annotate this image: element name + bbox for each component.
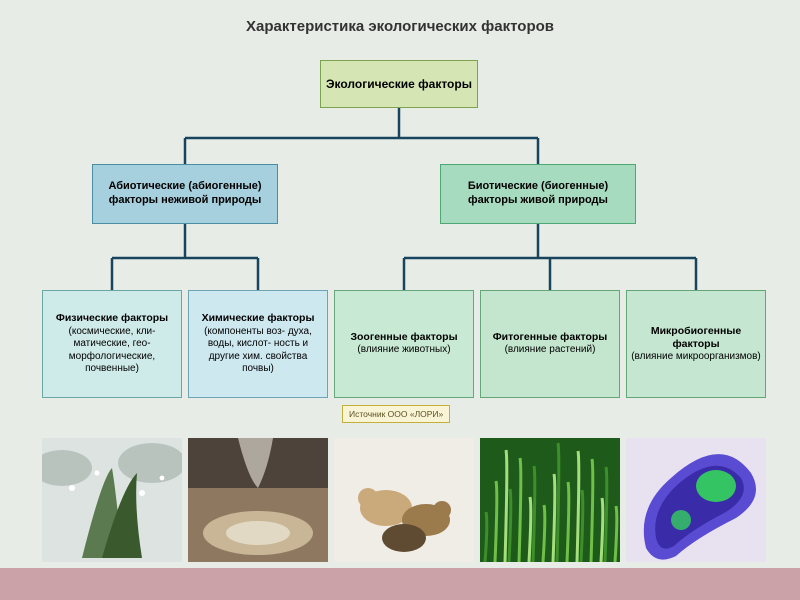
node-root: Экологические факторы	[320, 60, 478, 108]
node-physical-desc: (космические, кли- матические, гео- морф…	[47, 326, 177, 376]
zoogenic-image	[334, 438, 474, 562]
node-abiotic-title: Абиотические (абиогенные) факторы неживо…	[97, 180, 273, 208]
node-chemical-desc: (компоненты воз- духа, воды, кислот- нос…	[193, 326, 323, 376]
node-phytogenic-desc: (влияние растений)	[505, 344, 596, 357]
chemical-image	[188, 438, 328, 562]
bottom-strip	[0, 568, 800, 600]
node-zoogenic-title: Зоогенные факторы	[350, 331, 457, 344]
node-microbiogenic-title: Микробиогенные факторы	[631, 325, 761, 351]
node-biotic: Биотические (биогенные) факторы живой пр…	[440, 164, 636, 224]
node-zoogenic-desc: (влияние животных)	[357, 344, 450, 357]
image-row	[42, 438, 766, 562]
microbiogenic-image	[626, 438, 766, 562]
page-title: Характеристика экологических факторов	[20, 18, 780, 35]
source-tag: Источник ООО «ЛОРИ»	[342, 405, 450, 423]
node-physical-title: Физические факторы	[56, 312, 168, 325]
node-phytogenic: Фитогенные факторы(влияние растений)	[480, 290, 620, 398]
node-chemical-title: Химические факторы	[202, 312, 315, 325]
node-phytogenic-title: Фитогенные факторы	[493, 331, 608, 344]
node-microbiogenic-desc: (влияние микроорганизмов)	[631, 351, 761, 364]
physical-image	[42, 438, 182, 562]
phytogenic-image	[480, 438, 620, 562]
node-abiotic: Абиотические (абиогенные) факторы неживо…	[92, 164, 278, 224]
node-biotic-title: Биотические (биогенные) факторы живой пр…	[445, 180, 631, 208]
node-microbiogenic: Микробиогенные факторы(влияние микроорга…	[626, 290, 766, 398]
node-zoogenic: Зоогенные факторы(влияние животных)	[334, 290, 474, 398]
node-chemical: Химические факторы(компоненты воз- духа,…	[188, 290, 328, 398]
diagram-container: Характеристика экологических факторов Эк…	[20, 0, 780, 35]
node-physical: Физические факторы(космические, кли- мат…	[42, 290, 182, 398]
node-root-title: Экологические факторы	[326, 77, 472, 92]
